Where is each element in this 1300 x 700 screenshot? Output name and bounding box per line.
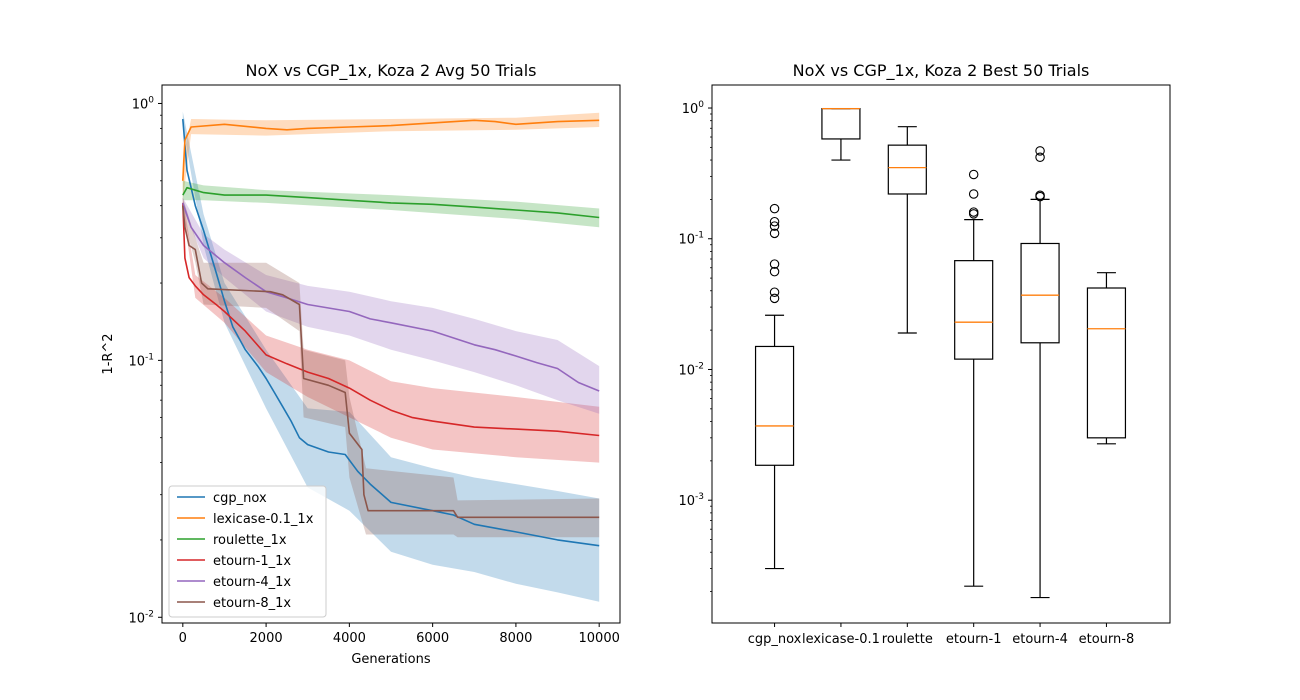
- box-iqr: [754, 345, 795, 466]
- outlier-point: [1035, 152, 1045, 163]
- outlier-point: [968, 207, 979, 217]
- outlier-point: [1035, 146, 1045, 156]
- chart2-xtick-label: etourn-1: [946, 632, 1002, 647]
- band-etourn-4_1x: [182, 197, 600, 414]
- chart1-xtick-label: 8000: [499, 631, 532, 646]
- legend-label-roulette_1x: roulette_1x: [213, 533, 287, 548]
- outlier-point: [769, 266, 780, 277]
- chart2-xtick-label: roulette: [882, 632, 933, 647]
- line-etourn-4_1x: [182, 202, 600, 392]
- chart2-x-axis: cgp_nox lexicase-0.1 roulette etourn-1 etour…: [748, 623, 1135, 647]
- box-iqr: [1086, 287, 1127, 439]
- chart1-xtick-label: 4000: [333, 631, 366, 646]
- chart2-xtick-label: lexicase-0.1: [802, 632, 880, 647]
- chart2-ytick-label: 10-2: [678, 361, 704, 378]
- outlier-point: [769, 287, 780, 297]
- line-lexicase-0.1_1x: [182, 119, 600, 181]
- line-cgp_nox: [182, 118, 600, 547]
- chart2-boxes: [754, 107, 1127, 599]
- chart1-legend: cgp_nox lexicase-0.1_1x roulette_1x etourn-…: [168, 485, 327, 618]
- box-cgp_nox: [754, 203, 795, 570]
- legend-label-lexicase-0.1_1x: lexicase-0.1_1x: [213, 512, 314, 527]
- outlier-point: [769, 203, 780, 214]
- legend-label-etourn-1_1x: etourn-1_1x: [213, 554, 291, 569]
- chart2-ytick-label: 10-3: [678, 492, 704, 509]
- outlier-point: [968, 189, 979, 199]
- box-etourn-8: [1086, 272, 1127, 445]
- outlier-point: [769, 228, 780, 239]
- outlier-point: [968, 169, 979, 180]
- band-etourn-8_1x: [182, 197, 600, 538]
- chart1-frame: [161, 84, 621, 624]
- chart2-frame: [711, 84, 1171, 624]
- box-iqr: [1020, 242, 1060, 344]
- chart1-xtick-label: 0: [179, 631, 187, 646]
- legend-label-cgp_nox: cgp_nox: [213, 491, 267, 506]
- box-etourn-1: [954, 169, 994, 587]
- chart2-xtick-label: etourn-8: [1079, 632, 1135, 647]
- box-etourn-4: [1020, 146, 1060, 599]
- chart1-xlabel: Generations: [351, 652, 431, 667]
- chart2-y-axis: 100 10-1 10-2 10-3: [678, 100, 712, 592]
- box-roulette: [887, 126, 927, 334]
- legend-label-etourn-8_1x: etourn-8_1x: [213, 596, 291, 611]
- band-roulette_1x: [182, 180, 600, 228]
- outlier-point: [769, 293, 780, 304]
- chart1-title: NoX vs CGP_1x, Koza 2 Avg 50 Trials: [246, 61, 537, 81]
- outlier-point: [769, 259, 780, 269]
- outlier-point: [769, 216, 780, 227]
- chart2-ytick-label: 100: [682, 100, 705, 117]
- band-etourn-1_1x: [182, 197, 600, 463]
- chart2-title: NoX vs CGP_1x, Koza 2 Best 50 Trials: [793, 61, 1090, 81]
- line-etourn-1_1x: [182, 202, 600, 437]
- chart1-ytick-label: 100: [132, 95, 155, 112]
- line-etourn-8_1x: [182, 205, 600, 519]
- avg-line-chart: NoX vs CGP_1x, Koza 2 Avg 50 Trials 0 200…: [101, 61, 621, 667]
- chart1-x-axis: 0 2000 4000 6000 8000 10000: [179, 623, 620, 646]
- band-cgp_nox: [182, 111, 600, 602]
- outlier-point: [1035, 190, 1045, 201]
- chart1-ytick-label: 10-1: [128, 352, 154, 369]
- outlier-point: [769, 221, 780, 231]
- chart2-xtick-label: etourn-4: [1012, 632, 1068, 647]
- band-lexicase-0.1_1x: [182, 112, 600, 201]
- chart1-xtick-label: 10000: [579, 631, 620, 646]
- chart1-ylabel: 1-R^2: [101, 333, 116, 374]
- chart2-ytick-label: 10-1: [678, 231, 704, 248]
- best-box-chart: NoX vs CGP_1x, Koza 2 Best 50 Trials cgp…: [678, 61, 1171, 647]
- chart1-xtick-label: 6000: [416, 631, 449, 646]
- box-iqr: [887, 144, 927, 195]
- box-iqr: [954, 260, 994, 360]
- legend-box: [168, 485, 327, 618]
- box-lexicase-0.1: [821, 107, 861, 161]
- chart1-ytick-label: 10-2: [128, 609, 154, 626]
- chart1-lines: [182, 118, 600, 547]
- chart1-bands: [182, 111, 600, 602]
- chart2-xtick-label: cgp_nox: [748, 632, 802, 647]
- line-roulette_1x: [182, 186, 600, 219]
- legend-label-etourn-4_1x: etourn-4_1x: [213, 575, 291, 590]
- chart1-xtick-label: 2000: [250, 631, 283, 646]
- chart1-y-axis: 100 10-1 10-2: [128, 95, 162, 626]
